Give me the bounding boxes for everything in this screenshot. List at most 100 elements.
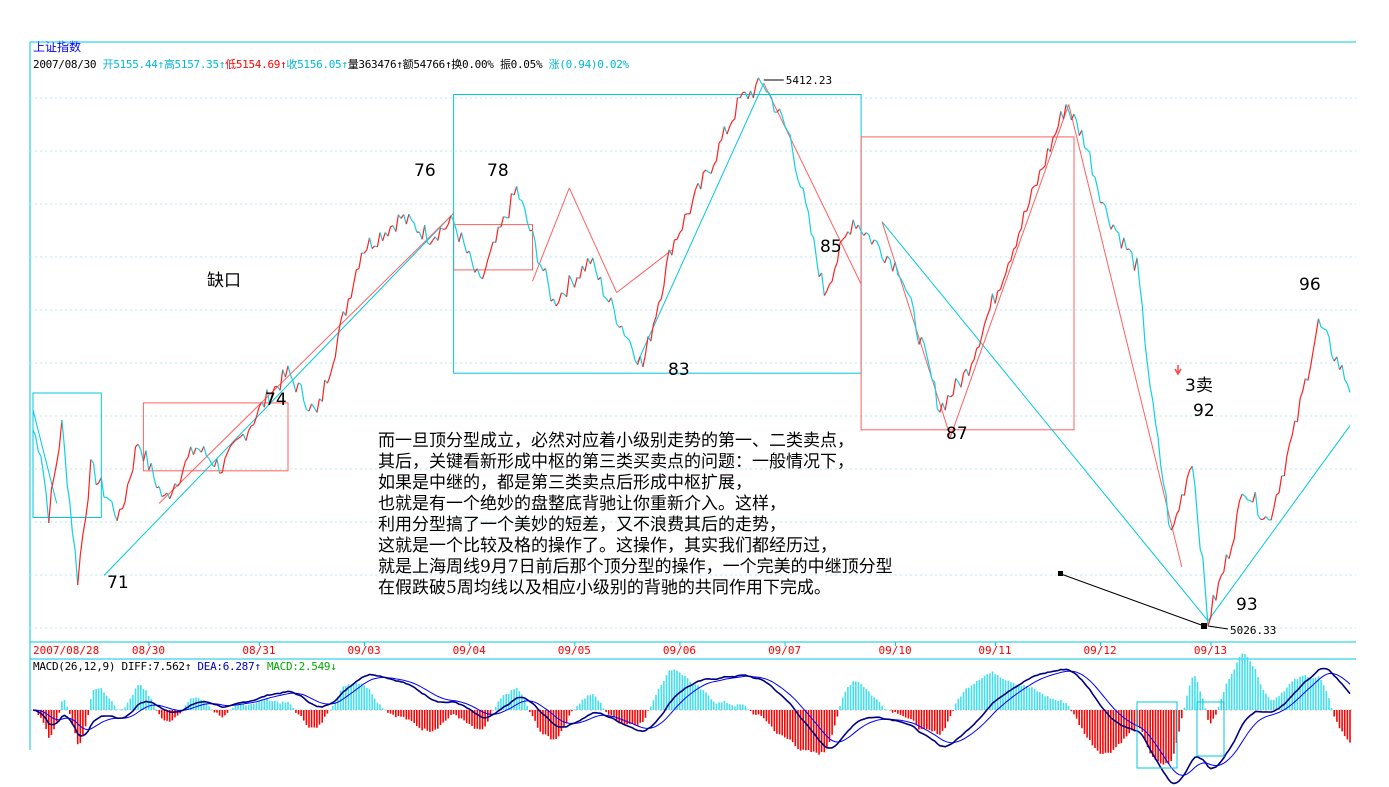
price-segment (610, 297, 615, 310)
x-tick-label: 09/03 (347, 644, 380, 657)
price-segment (458, 232, 463, 242)
price-segment (195, 447, 199, 450)
price-segment (842, 236, 846, 240)
price-segment (500, 216, 505, 228)
price-segment (290, 375, 294, 382)
sell-arrow-icon (1174, 365, 1182, 376)
price-segment (568, 274, 573, 282)
price-segment (137, 443, 142, 451)
price-segment (629, 340, 633, 350)
price-segment (839, 239, 844, 244)
price-segment (440, 227, 444, 230)
price-segment (476, 268, 481, 277)
price-segment (805, 203, 810, 213)
price-segment (923, 343, 928, 356)
price-segment (1331, 354, 1335, 362)
price-segment (871, 239, 875, 245)
commentary-line: 而一旦顶分型成立，必然对应着小级别走势的第一、二类卖点， (378, 431, 854, 451)
price-segment (1112, 224, 1117, 231)
price-segment (1173, 514, 1178, 525)
price-segment (1131, 252, 1135, 271)
price-segment (1204, 591, 1209, 626)
pointer-end (1201, 623, 1208, 629)
price-segment (600, 277, 604, 296)
price-segment (198, 448, 202, 453)
price-segment (792, 151, 796, 170)
price-segment (1320, 326, 1324, 330)
price-segment (776, 108, 781, 113)
price-segment (524, 207, 528, 222)
price-segment (547, 283, 552, 302)
price-segment (1233, 513, 1238, 539)
price-segment (424, 225, 428, 243)
price-segment (644, 336, 649, 355)
price-segment (508, 193, 512, 219)
price-segment (271, 386, 276, 395)
box-red-1 (142, 402, 289, 472)
quote-bar: 2007/08/30 开5155.44↑高5157.35↑低5154.69↑收5… (33, 59, 629, 71)
price-segment (1052, 133, 1057, 138)
price-segment (1175, 509, 1180, 515)
price-segment (860, 230, 865, 236)
price-segment (503, 216, 507, 219)
price-segment (1031, 185, 1036, 190)
price-segment (1076, 120, 1080, 136)
price-segment (1168, 524, 1172, 531)
price-segment (1310, 350, 1314, 367)
price-segment (179, 470, 184, 483)
price-segment (408, 213, 413, 221)
price-segment (387, 226, 392, 237)
wave-label: 83 (668, 360, 690, 380)
price-segment (1007, 260, 1012, 264)
price-segment (403, 214, 407, 225)
price-segment (148, 462, 152, 471)
wave-label: 78 (487, 161, 509, 181)
quote-change: 涨(0.94)0.02% (548, 58, 630, 71)
price-segment (621, 325, 626, 336)
price-segment (153, 477, 158, 489)
price-segment (537, 262, 541, 266)
price-segment (920, 336, 925, 344)
price-segment (634, 359, 639, 366)
price-segment (1228, 547, 1233, 559)
price-segment (1215, 582, 1220, 601)
price-segment (836, 242, 841, 263)
price-segment (1202, 557, 1206, 592)
price-segment (74, 549, 79, 586)
price-segment (981, 323, 986, 336)
price-segment (984, 315, 988, 324)
price-segment (1097, 188, 1101, 203)
price-segment (353, 269, 357, 284)
price-segment (886, 255, 891, 260)
price-segment (637, 356, 641, 365)
price-segment (555, 301, 560, 307)
price-segment (626, 337, 631, 342)
price-segment (1239, 493, 1243, 501)
price-segment (1154, 422, 1159, 438)
price-segment (366, 237, 371, 250)
price-segment (300, 384, 305, 402)
price-segment (807, 212, 812, 234)
price-segment (484, 259, 489, 271)
price-segment (63, 447, 68, 485)
price-segment (266, 389, 271, 405)
price-segment (1317, 318, 1322, 328)
commentary-line: 如果是中继的，都是第三类卖点后形成中枢扩展， (378, 473, 752, 493)
price-segment (857, 224, 862, 232)
price-segment (878, 247, 883, 259)
price-segment (734, 97, 739, 119)
price-segment (944, 395, 949, 411)
price-segment (145, 450, 150, 471)
price-segment (1065, 104, 1070, 112)
price-segment (831, 268, 836, 282)
price-segment (952, 378, 957, 395)
price-segment (1162, 483, 1167, 494)
price-segment (400, 214, 405, 219)
price-segment (694, 182, 699, 191)
price-segment (1244, 495, 1248, 501)
price-segment (237, 436, 242, 440)
price-segment (1344, 379, 1348, 385)
point-labels: 5412.23 5026.33 71 74 76 78 83 85 87 3卖 92 93 96 缺口 (107, 74, 1321, 637)
